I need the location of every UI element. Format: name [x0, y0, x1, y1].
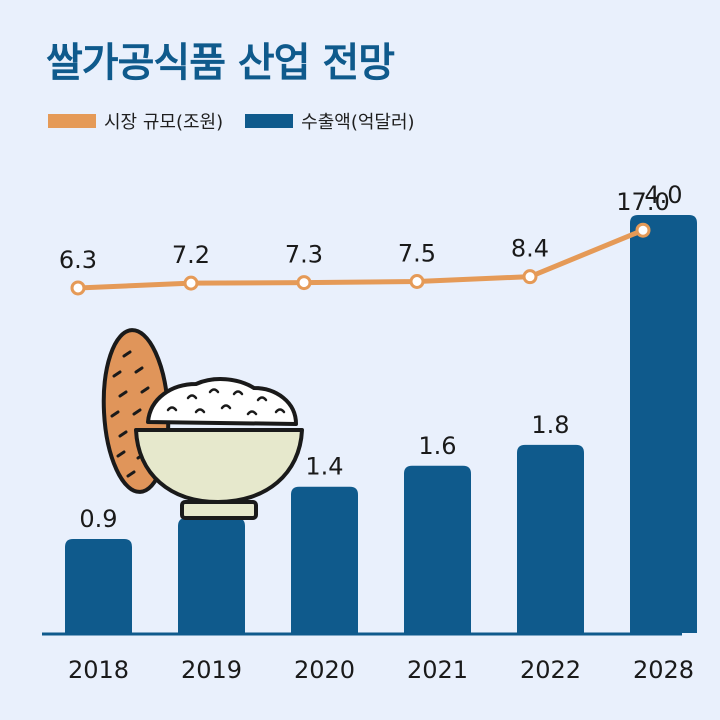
line-value-label-2019: 7.2	[172, 241, 210, 269]
bar-value-label-2028: 4.0	[644, 181, 682, 209]
line-value-label-2021: 7.5	[398, 240, 436, 268]
x-tick-label-2021: 2021	[407, 656, 468, 684]
legend-swatch-market	[48, 114, 96, 128]
line-value-label-2020: 7.3	[285, 241, 323, 269]
bar-2018	[65, 538, 132, 633]
legend-item-export: 수출액(억달러)	[245, 108, 415, 134]
line-point-2019	[183, 275, 199, 291]
market-size-line	[75, 227, 646, 291]
legend-item-market: 시장 규모(조원)	[48, 108, 223, 134]
line-point-2020	[296, 275, 312, 291]
x-tick-label-2028: 2028	[633, 656, 694, 684]
x-tick-label-2020: 2020	[294, 656, 355, 684]
chart-title: 쌀가공식품 산업 전망	[46, 40, 395, 86]
legend: 시장 규모(조원) 수출액(억달러)	[48, 108, 437, 134]
bar-2020	[291, 486, 358, 633]
bar-value-label-2022: 1.8	[531, 411, 569, 439]
line-value-label-2022: 8.4	[511, 235, 549, 263]
bar-2021	[404, 465, 471, 633]
line-point-2018	[70, 280, 86, 296]
x-tick-label-2022: 2022	[520, 656, 581, 684]
x-tick-label-2018: 2018	[68, 656, 129, 684]
bar-2028	[630, 215, 697, 633]
bar-value-label-2021: 1.6	[418, 432, 456, 460]
line-point-2022	[522, 269, 538, 285]
legend-swatch-export	[245, 114, 294, 128]
line-point-2021	[409, 274, 425, 289]
bar-2022	[517, 444, 584, 633]
legend-label-export: 수출액(억달러)	[301, 112, 415, 133]
line-point-2028	[635, 222, 651, 238]
legend-label-market: 시장 규모(조원)	[104, 112, 224, 133]
line-value-label-2028: 17.0	[616, 188, 669, 216]
bar-2019	[178, 518, 245, 633]
x-tick-label-2019: 2019	[181, 656, 242, 684]
line-value-label-2018: 6.3	[59, 246, 97, 274]
bar-value-label-2018: 0.9	[79, 505, 117, 533]
bar-value-label-2020: 1.4	[305, 453, 343, 481]
rice-bowl-icon	[134, 377, 304, 520]
